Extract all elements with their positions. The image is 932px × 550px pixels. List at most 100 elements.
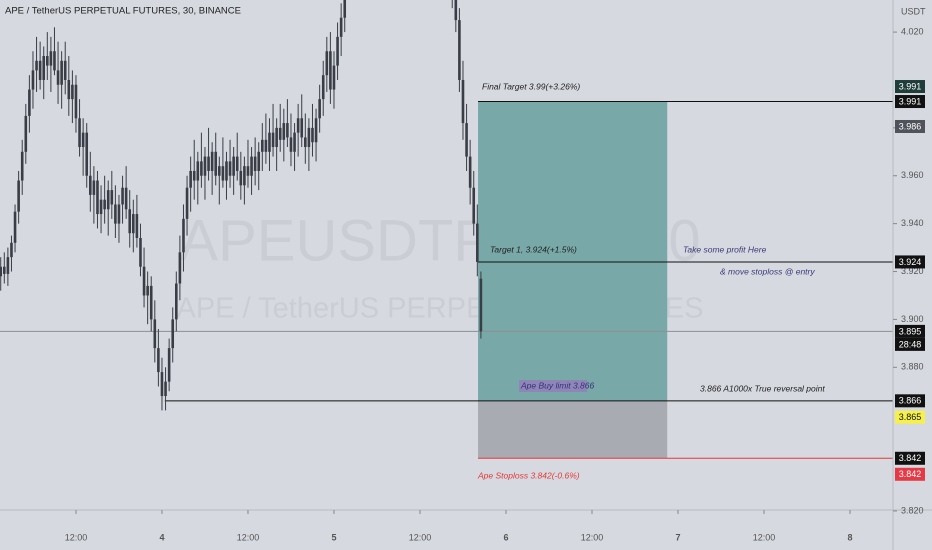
candle-body [336, 36, 339, 66]
candle-body [454, 0, 458, 21]
x-tick-label: 12:00 [409, 532, 432, 542]
candle-body [304, 137, 307, 148]
candle-body [296, 118, 300, 133]
x-tick-label: 5 [331, 532, 336, 542]
candle-body [307, 127, 311, 148]
x-tick-label: 12:00 [65, 532, 88, 542]
plot-area [0, 0, 893, 459]
x-tick-label: 7 [675, 532, 680, 542]
candle-body [35, 60, 38, 71]
candle-body [46, 56, 49, 66]
candle-body [239, 170, 243, 186]
candle-body [20, 151, 24, 181]
price-badge-label: 3.865 [899, 412, 922, 422]
candle-body [225, 161, 228, 181]
y-tick-label: 3.900 [901, 314, 924, 324]
price-badge-label: 3.991 [899, 96, 922, 106]
profit-zone [478, 101, 668, 401]
candle-body [171, 319, 175, 349]
candle-body [157, 348, 160, 373]
candle-body [42, 56, 46, 80]
target-1: Target 1, 3.924(+1.5%) [490, 244, 577, 254]
candle-body [63, 60, 67, 80]
candle-body [114, 204, 117, 224]
candle-body [124, 187, 128, 210]
candle-body [178, 252, 182, 284]
candle-body [228, 161, 232, 176]
price-badge [895, 95, 925, 109]
candle-body [17, 180, 20, 212]
candle-body [458, 20, 461, 80]
candle-body [92, 180, 96, 195]
candle-body [332, 65, 336, 90]
candle-body [282, 123, 286, 140]
candle-body [49, 51, 53, 66]
candle-body [160, 372, 164, 397]
price-badge [895, 324, 925, 338]
candle-body [28, 89, 31, 116]
price-badge [895, 394, 925, 408]
x-tick-label: 12:00 [581, 532, 604, 542]
candle-body [103, 199, 106, 210]
candle-body [314, 118, 318, 143]
candle-body [250, 156, 253, 176]
candle-body [132, 214, 135, 234]
price-badge [895, 467, 925, 481]
candle-body [318, 99, 321, 119]
candle-body [311, 127, 314, 143]
reversal: 3.866 A1000x True reversal point [700, 383, 825, 393]
candle-body [200, 161, 203, 176]
candle-body [461, 79, 465, 124]
candle-body [60, 60, 63, 85]
x-tick-label: 4 [159, 532, 164, 542]
y-tick-label: 3.920 [901, 266, 924, 276]
chart-title: APE / TetherUS PERPETUAL FUTURES, 30, BI… [5, 6, 241, 17]
price-badge-label: 3.986 [899, 121, 922, 131]
y-tick-label: 3.940 [901, 218, 924, 228]
candle-body [10, 242, 13, 258]
candle-body [175, 283, 178, 320]
candle-body [149, 285, 153, 320]
price-badge-label: 3.895 [899, 326, 922, 336]
price-badge-label: 3.866 [899, 396, 922, 406]
candle-body [293, 132, 296, 152]
candle-body [476, 223, 479, 262]
candle-body [53, 51, 56, 71]
countdown: 28:48 [899, 339, 922, 349]
candle-body [31, 70, 35, 90]
price-badge-label: 3.842 [899, 469, 922, 479]
candle-body [479, 278, 483, 332]
candle-body [6, 257, 10, 274]
candle-body [235, 156, 239, 171]
candle-body [153, 319, 157, 349]
candle-body [468, 156, 472, 188]
candle-body [182, 218, 185, 253]
take-profit: Take some profit Here [683, 244, 767, 254]
candle-body [321, 75, 325, 100]
candle-body [106, 190, 110, 210]
candle-body [192, 170, 196, 181]
candle-body [117, 204, 121, 224]
candle-body [142, 266, 146, 296]
x-tick-label: 8 [847, 532, 852, 542]
candle-body [74, 84, 78, 119]
candle-body [164, 381, 167, 397]
candle-body [472, 187, 476, 224]
candle-body [67, 79, 71, 100]
x-tick-label: 12:00 [753, 532, 776, 542]
candle-body [232, 156, 235, 176]
price-badge-label: 3.924 [899, 257, 922, 267]
candle-body [167, 348, 171, 382]
candle-body [121, 187, 124, 205]
price-badge [895, 80, 925, 94]
candle-body [343, 0, 347, 18]
final-target: Final Target 3.99(+3.26%) [482, 81, 580, 91]
candle-body [24, 115, 28, 152]
y-tick-label: 4.020 [901, 26, 924, 36]
candle-body [275, 127, 278, 148]
candle-body [146, 285, 149, 296]
candle-body [289, 137, 293, 152]
move-stop: & move stoploss @ entry [720, 266, 815, 276]
price-badge [895, 119, 925, 133]
candle-body [71, 84, 74, 100]
